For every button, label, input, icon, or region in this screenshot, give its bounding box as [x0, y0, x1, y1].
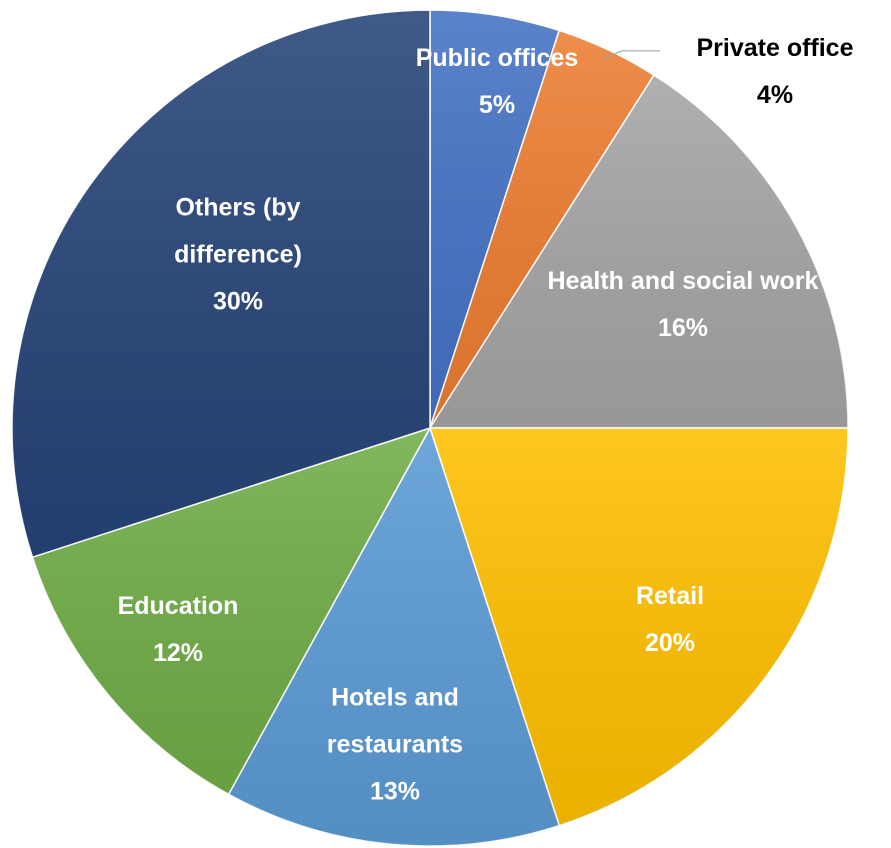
- data-label: Hotels and restaurants 13%: [285, 675, 505, 816]
- data-label: Private office 4%: [665, 25, 885, 119]
- slice-name: Health and social work: [547, 267, 819, 295]
- slice-shade: [430, 30, 654, 429]
- data-label: Public offices 5%: [382, 35, 612, 129]
- slice-shade: [430, 75, 848, 429]
- slice-percent: 12%: [152, 639, 204, 667]
- slice-name: Public offices: [415, 44, 579, 72]
- slice-percent: 20%: [644, 629, 696, 657]
- slice-percent: 16%: [657, 314, 709, 342]
- slice-shade: [430, 10, 560, 428]
- slice-name: Hotels and restaurants: [326, 683, 464, 759]
- slice-percent: 5%: [478, 91, 516, 119]
- slice-percent: 30%: [212, 287, 264, 316]
- slice-shade: [11, 10, 431, 558]
- slice-shade: [430, 428, 848, 826]
- slice-percent: 13%: [369, 777, 421, 806]
- slice-shade: [228, 428, 560, 846]
- slice-name: Education: [117, 592, 239, 620]
- slice-name: Private office: [696, 34, 854, 62]
- data-label: Others (by difference) 30%: [138, 185, 338, 326]
- slice-name: Retail: [635, 582, 705, 610]
- slice-shade: [32, 428, 431, 795]
- slice-percent: 4%: [756, 81, 794, 109]
- data-label: Retail 20%: [570, 573, 770, 667]
- data-label: Health and social work 16%: [538, 258, 828, 352]
- leader-line: [603, 50, 660, 60]
- slice-name: Others (by difference): [174, 193, 302, 269]
- data-label: Education 12%: [68, 583, 288, 677]
